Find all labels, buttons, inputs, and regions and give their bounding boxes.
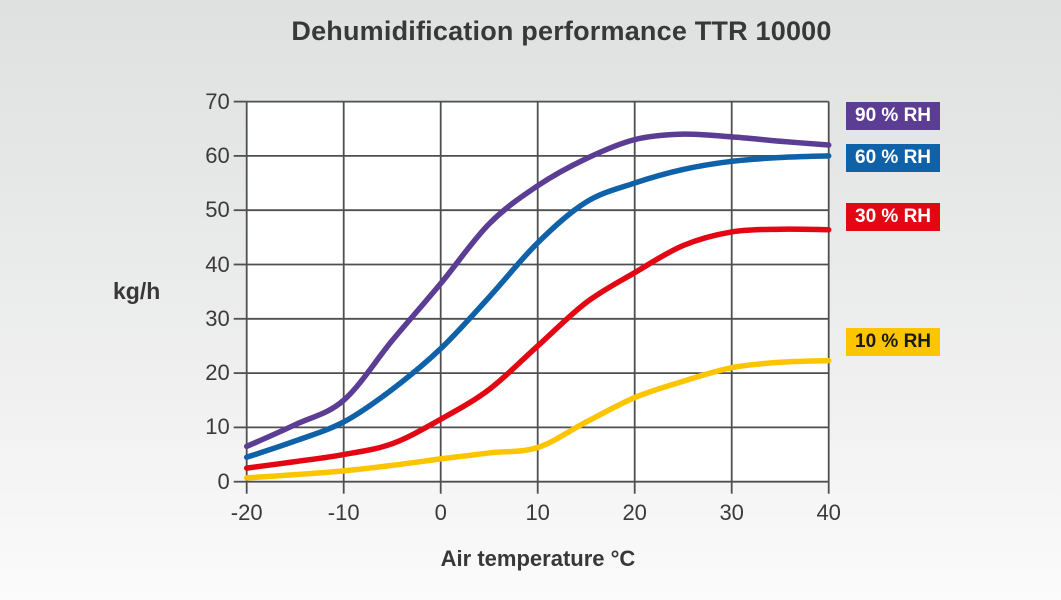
x-axis-label: Air temperature °C xyxy=(440,546,636,571)
legend-item-90RH: 90 % RH xyxy=(846,102,941,130)
legend-item-60RH: 60 % RH xyxy=(846,144,941,172)
x-tick-label: 10 xyxy=(525,499,550,525)
y-tick-label: 50 xyxy=(205,197,230,223)
x-tick-label: -20 xyxy=(230,499,263,525)
x-tick-label: 30 xyxy=(719,499,744,525)
y-tick-label: 60 xyxy=(205,142,230,168)
x-tick-label: -10 xyxy=(327,499,360,525)
legend-item-10RH: 10 % RH xyxy=(846,328,941,356)
series-curve-30RH xyxy=(243,226,832,471)
legend-item-30RH: 30 % RH xyxy=(846,203,941,231)
y-tick-label: 40 xyxy=(205,251,230,277)
series-curve-10RH xyxy=(243,357,832,481)
series-curve-90RH xyxy=(243,131,832,450)
y-tick-label: 20 xyxy=(205,360,230,386)
y-tick-label: 0 xyxy=(217,468,230,494)
x-tick-label: 0 xyxy=(434,499,447,525)
y-tick-label: 30 xyxy=(205,305,230,331)
x-tick-label: 20 xyxy=(622,499,647,525)
x-tick-label: 40 xyxy=(816,499,841,525)
series-curve-60RH xyxy=(243,153,832,461)
y-axis-label: kg/h xyxy=(113,278,161,304)
y-tick-label: 10 xyxy=(205,414,230,440)
chart-title: Dehumidification performance TTR 10000 xyxy=(291,16,832,46)
y-tick-label: 70 xyxy=(205,88,230,114)
